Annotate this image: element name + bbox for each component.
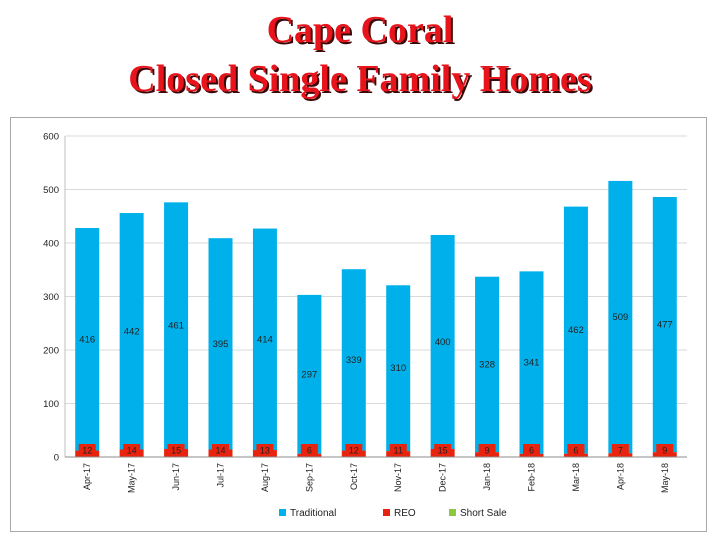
data-label-traditional: 414 [257,334,273,345]
x-tick-label: May-18 [660,463,670,493]
reo-label-bg [256,444,274,456]
reo-label-bg [523,444,540,456]
legend-swatch [449,509,456,516]
reo-label-bg [167,444,185,456]
legend-label: REO [394,508,416,519]
bar-traditional [164,202,189,449]
x-tick-label: Oct-17 [349,463,359,490]
x-tick-label: Mar-18 [571,463,581,492]
data-label-traditional: 339 [346,355,362,366]
data-labels: 12 416 14 442 15 461 14 395 13 414 6 297 12 339 11 310 1… [78,312,674,456]
bar-traditional [563,206,588,454]
reo-label-bg [567,444,585,456]
data-label-traditional: 341 [524,358,540,369]
reo-label-bg [123,444,141,456]
x-tick-label: Apr-18 [615,463,625,490]
y-tick-label: 300 [43,292,59,303]
x-tick-label: Jul-17 [216,463,226,488]
x-tick-label: Apr-17 [82,463,92,490]
y-tick-label: 100 [43,399,59,410]
chart-area: 12 416 14 442 15 461 14 395 13 414 6 297 12 339 11 310 1… [10,117,707,532]
bar-traditional [475,276,500,453]
y-tick-label: 600 [43,132,59,143]
chart-title-line-1: Cape Coral [266,9,454,51]
axes: 0 100 200 300 400 500 600 Apr-17 May-17 Jun-17 Jul… [43,132,687,493]
data-label-traditional: 400 [435,337,451,348]
data-label-traditional: 310 [390,363,406,374]
reo-label-bg [212,444,229,456]
data-label-traditional: 442 [124,326,140,337]
data-label-reo: 6 [307,446,312,456]
data-label-reo: 15 [171,446,181,456]
data-label-reo: 12 [349,446,359,456]
bar-traditional [519,271,544,454]
bar-traditional [652,196,677,453]
reo-label-bg [389,444,407,456]
x-tick-label: Dec-17 [438,463,448,492]
data-label-traditional: 509 [612,312,628,323]
bar-traditional [386,285,411,452]
x-tick-label: Jan-18 [482,463,492,491]
data-label-reo: 15 [438,446,448,456]
bar-traditional [297,294,322,454]
legend-swatch [279,509,286,516]
data-label-reo: 6 [529,446,534,456]
reo-label-bg [300,444,318,456]
legend: Traditional REO Short Sale [279,508,507,519]
bar-traditional [119,213,144,450]
legend-swatch [383,509,390,516]
data-label-reo: 7 [618,446,623,456]
legend-label: Short Sale [460,508,507,519]
reo-label-bg [434,444,452,456]
x-tick-label: Jun-17 [171,463,181,491]
data-label-traditional: 395 [213,339,229,350]
data-label-reo: 11 [394,446,403,456]
data-label-reo: 14 [127,446,137,456]
data-label-traditional: 416 [79,334,95,345]
y-tick-label: 0 [54,453,59,464]
x-tick-label: May-17 [127,463,137,493]
reo-label-bg [78,444,96,456]
x-tick-label: Sep-17 [304,463,314,492]
reo-label-bg [345,444,363,456]
data-label-traditional: 461 [168,321,184,332]
y-tick-label: 500 [43,185,59,196]
legend-label: Traditional [290,508,336,519]
x-tick-label: Feb-18 [527,463,537,492]
data-label-reo: 13 [260,446,270,456]
data-label-reo: 12 [82,446,92,456]
chart-title-line-2: Closed Single Family Homes [128,58,592,100]
data-label-reo: 9 [485,446,490,456]
data-label-reo: 6 [573,446,578,456]
y-tick-label: 200 [43,346,59,357]
data-label-traditional: 328 [479,359,495,370]
gridlines [65,135,687,458]
bar-traditional [208,238,233,450]
bar-chart: 12 416 14 442 15 461 14 395 13 414 6 297 12 339 11 310 1… [43,132,687,519]
x-tick-label: Nov-17 [393,463,403,492]
data-label-traditional: 477 [657,320,673,331]
y-tick-label: 400 [43,239,59,250]
bar-traditional [75,228,100,451]
reo-label-bg [478,444,496,456]
reo-label-bg [656,444,674,456]
data-label-reo: 14 [215,446,225,456]
bar-traditional [341,269,366,451]
data-label-reo: 9 [662,446,667,456]
bars [75,180,677,457]
data-label-traditional: 462 [568,325,584,336]
data-label-traditional: 297 [301,369,317,380]
bar-traditional [252,228,277,451]
bar-traditional [430,234,455,449]
x-tick-label: Aug-17 [260,463,270,492]
reo-label-bg [611,444,629,456]
bar-traditional [608,180,633,454]
